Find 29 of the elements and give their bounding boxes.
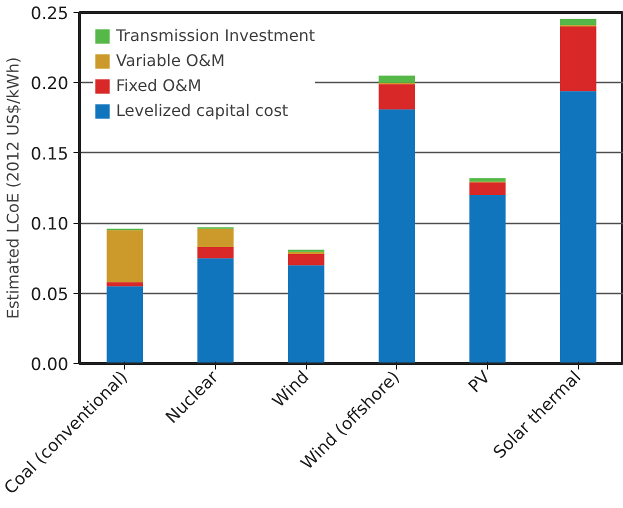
y-tick-label: 0.10	[30, 214, 69, 235]
y-tick-label: 0.00	[30, 355, 69, 375]
bar	[560, 18, 596, 26]
y-axis-title: Estimated LCoE (2012 US$/kWh)	[4, 57, 23, 319]
bar	[197, 258, 234, 364]
bar	[560, 91, 596, 364]
bar	[378, 84, 415, 110]
y-tick-label: 0.05	[30, 284, 69, 305]
bar	[560, 26, 596, 92]
bar	[197, 228, 234, 247]
bar	[197, 246, 234, 258]
y-tick-label: 0.15	[30, 144, 69, 164]
legend-label: Levelized capital cost	[116, 101, 288, 120]
bar	[378, 109, 415, 364]
bar	[288, 265, 324, 364]
bar	[378, 76, 415, 83]
bar	[469, 178, 506, 182]
bar	[469, 182, 506, 196]
legend-label: Transmission Investment	[116, 26, 316, 45]
y-tick-label: 0.20	[30, 74, 69, 94]
bar	[106, 282, 143, 286]
x-tick-label: PV	[464, 367, 495, 398]
bar	[106, 286, 143, 364]
legend-label: Fixed O&M	[116, 76, 202, 95]
legend-label: Variable O&M	[116, 51, 225, 70]
y-tick-label: 0.25	[30, 4, 69, 24]
bar	[288, 254, 324, 266]
bar	[106, 230, 143, 282]
bar	[469, 195, 506, 364]
